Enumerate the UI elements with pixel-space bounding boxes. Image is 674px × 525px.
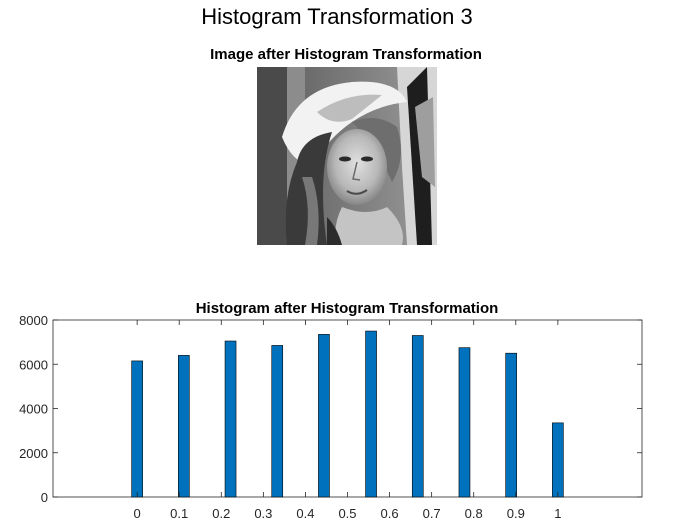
x-tick-label: 0.6 [381, 506, 399, 521]
figure-title: Histogram Transformation 3 [201, 4, 473, 29]
histogram-bar [552, 422, 564, 498]
y-tick-label: 8000 [19, 313, 48, 328]
x-axis: 0 0.1 0.2 0.3 0.4 0.5 0.6 0.7 0.8 0.9 1 [134, 320, 561, 521]
histogram-bar [365, 330, 377, 498]
y-tick-label: 0 [41, 490, 48, 505]
x-tick-label: 0.4 [296, 506, 314, 521]
x-tick-label: 1 [554, 506, 561, 521]
histogram-bar [505, 352, 517, 498]
histogram-bar [178, 355, 190, 498]
y-axis: 0 2000 4000 6000 8000 [19, 313, 642, 505]
y-tick-label: 6000 [19, 357, 48, 372]
histogram-bar [458, 347, 471, 498]
image-panel-title: Image after Histogram Transformation [210, 46, 482, 63]
chart-title: Histogram after Histogram Transformation [196, 300, 499, 317]
x-tick-label: 0 [134, 506, 141, 521]
axes-box [52, 319, 643, 498]
plot-frame [52, 319, 643, 498]
x-tick-label: 0.2 [212, 506, 230, 521]
histogram-bar [224, 340, 237, 498]
histogram-bar [131, 360, 143, 498]
x-tick-label: 0.5 [338, 506, 356, 521]
bars-group [131, 330, 564, 498]
histogram-bar [411, 335, 424, 498]
y-tick-label: 4000 [19, 402, 48, 417]
x-tick-label: 0.7 [423, 506, 441, 521]
y-tick-label: 2000 [19, 446, 48, 461]
histogram-bar [318, 334, 330, 498]
histogram-chart: Histogram after Histogram Transformation… [19, 300, 643, 521]
histogram-bar [271, 345, 284, 498]
x-tick-label: 0.8 [465, 506, 483, 521]
grayscale-portrait-image [257, 67, 437, 245]
x-tick-label: 0.9 [507, 506, 525, 521]
x-tick-label: 0.3 [254, 506, 272, 521]
x-tick-label: 0.1 [170, 506, 188, 521]
